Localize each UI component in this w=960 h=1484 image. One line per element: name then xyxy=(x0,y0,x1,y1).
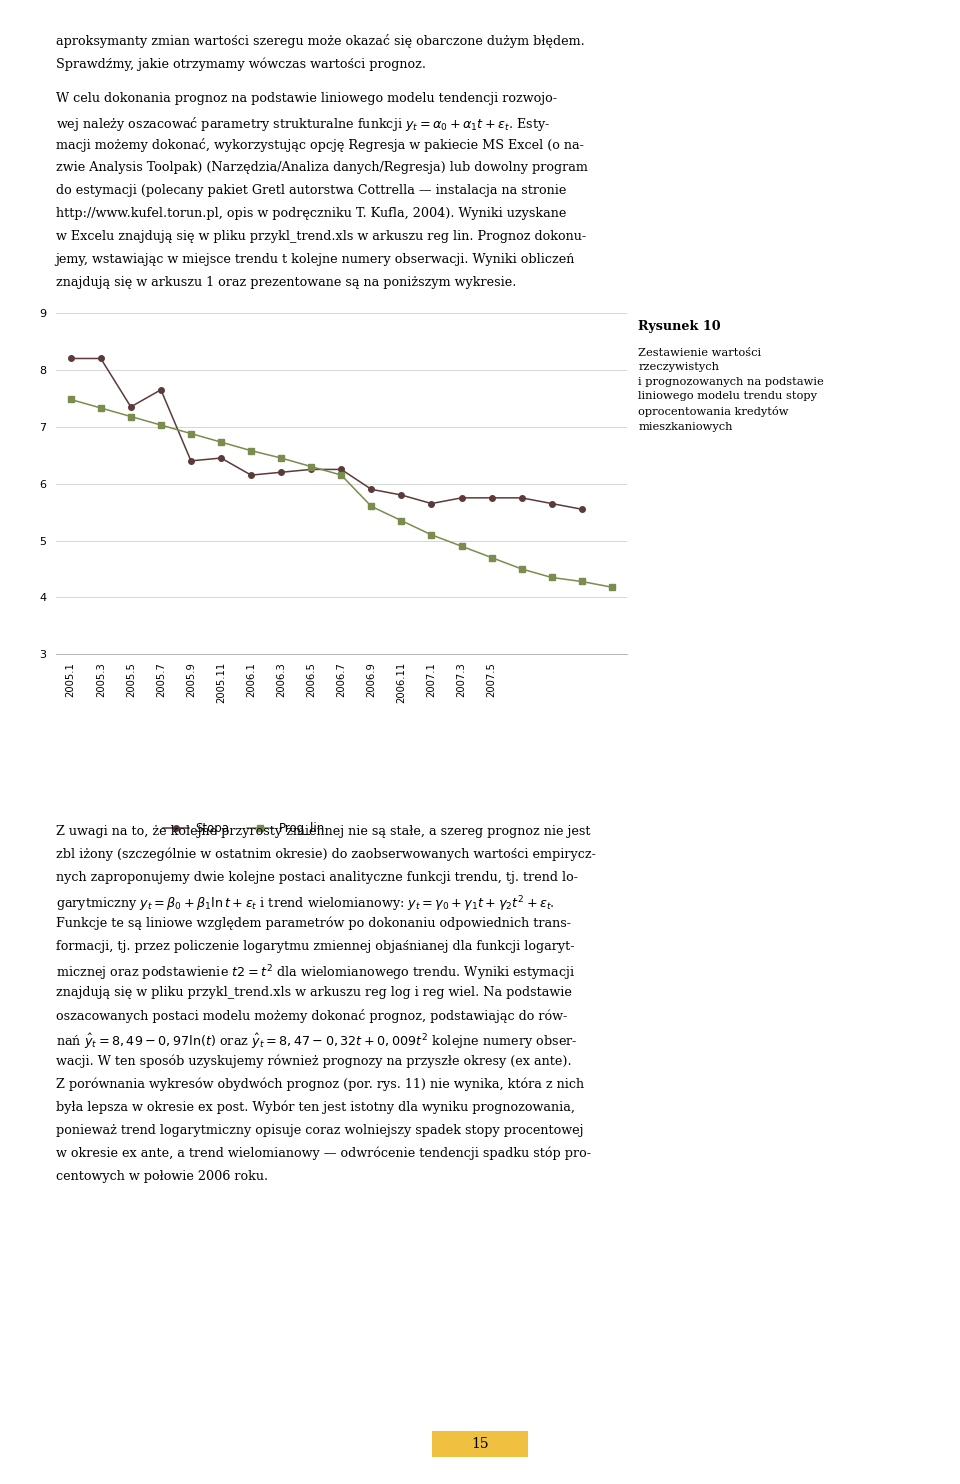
Prog_lin xyxy=(425,525,437,543)
Prog_lin xyxy=(336,466,348,484)
Prog_lin xyxy=(156,416,167,433)
Text: Funkcje te są liniowe względem parametrów po dokonaniu odpowiednich trans-: Funkcje te są liniowe względem parametró… xyxy=(56,917,570,930)
Text: wacji. W ten sposób uzyskujemy również prognozy na przyszłe okresy (ex ante).: wacji. W ten sposób uzyskujemy również p… xyxy=(56,1055,571,1068)
Stopa xyxy=(366,481,377,499)
Text: Rysunek 10: Rysunek 10 xyxy=(638,321,721,334)
Stopa xyxy=(276,463,287,481)
Prog_lin xyxy=(65,390,77,408)
Text: zwie Analysis Toolpak) (Narzędzia/Analiza danych/Regresja) lub dowolny program: zwie Analysis Toolpak) (Narzędzia/Analiz… xyxy=(56,160,588,174)
Text: nań $\hat{y}_t = 8,49 - 0,97\ln(t)$ oraz $\hat{y}_t = 8,47 - 0,32t + 0,009t^2$ k: nań $\hat{y}_t = 8,49 - 0,97\ln(t)$ oraz… xyxy=(56,1031,577,1051)
Stopa xyxy=(456,488,468,506)
Text: do estymacji (polecany pakiet Gretl autorstwa Cottrella — instalacja na stronie: do estymacji (polecany pakiet Gretl auto… xyxy=(56,184,566,197)
Text: w Excelu znajdują się w pliku przykl_trend.xls w arkuszu reg lin. Prognoz dokonu: w Excelu znajdują się w pliku przykl_tre… xyxy=(56,230,586,243)
Text: aproksymanty zmian wartości szeregu może okazać się obarczone dużym błędem.: aproksymanty zmian wartości szeregu może… xyxy=(56,34,585,47)
Prog_lin xyxy=(215,433,227,451)
Stopa xyxy=(215,450,227,467)
Text: Zestawienie wartości
rzeczywistych
i prognozowanych na podstawie
liniowego model: Zestawienie wartości rzeczywistych i pro… xyxy=(638,347,824,432)
Text: http://www.kufel.torun.pl, opis w podręczniku T. Kufla, 2004). Wyniki uzyskane: http://www.kufel.torun.pl, opis w podręc… xyxy=(56,206,566,220)
Stopa xyxy=(125,398,136,416)
Prog_lin xyxy=(516,559,527,577)
Prog_lin xyxy=(95,399,107,417)
Prog_lin xyxy=(366,497,377,515)
Stopa xyxy=(486,488,497,506)
Prog_lin xyxy=(606,579,617,597)
Text: nych zaproponujemy dwie kolejne postaci analityczne funkcji trendu, tj. trend lo: nych zaproponujemy dwie kolejne postaci … xyxy=(56,871,578,884)
Legend: Stopa, Prog_lin: Stopa, Prog_lin xyxy=(158,818,329,840)
Line: Prog_lin: Prog_lin xyxy=(68,396,614,591)
Stopa xyxy=(246,466,257,484)
Text: była lepsza w okresie ex post. Wybór ten jest istotny dla wyniku prognozowania,: była lepsza w okresie ex post. Wybór ten… xyxy=(56,1101,575,1114)
Text: zbl iżony (szczególnie w ostatnim okresie) do zaobserwowanych wartości empirycz-: zbl iżony (szczególnie w ostatnim okresi… xyxy=(56,847,595,861)
Prog_lin xyxy=(456,537,468,555)
Stopa xyxy=(185,453,197,470)
Text: wej należy oszacować parametry strukturalne funkcji $y_t = \alpha_0 + \alpha_1 t: wej należy oszacować parametry struktura… xyxy=(56,114,550,132)
Text: w okresie ex ante, a trend wielomianowy — odwrócenie tendencji spadku stóp pro-: w okresie ex ante, a trend wielomianowy … xyxy=(56,1147,590,1160)
Text: jemy, wstawiając w miejsce trendu t kolejne numery obserwacji. Wyniki obliczeń: jemy, wstawiając w miejsce trendu t kole… xyxy=(56,252,575,266)
Text: Z uwagi na to, że kolejne przyrosty zmiennej nie są stałe, a szereg prognoz nie : Z uwagi na to, że kolejne przyrosty zmie… xyxy=(56,825,590,838)
Prog_lin xyxy=(546,568,558,586)
Text: 15: 15 xyxy=(471,1437,489,1451)
Text: ponieważ trend logarytmiczny opisuje coraz wolniejszy spadek stopy procentowej: ponieważ trend logarytmiczny opisuje cor… xyxy=(56,1123,583,1137)
Stopa xyxy=(546,494,558,512)
Text: W celu dokonania prognoz na podstawie liniowego modelu tendencji rozwojo-: W celu dokonania prognoz na podstawie li… xyxy=(56,92,557,105)
Text: Z porównania wykresów obydwóch prognoz (por. rys. 11) nie wynika, która z nich: Z porównania wykresów obydwóch prognoz (… xyxy=(56,1077,584,1091)
Prog_lin xyxy=(276,450,287,467)
Text: oszacowanych postaci modelu możemy dokonać prognoz, podstawiając do rów-: oszacowanych postaci modelu możemy dokon… xyxy=(56,1009,567,1022)
Stopa xyxy=(516,488,527,506)
Line: Stopa: Stopa xyxy=(68,356,585,512)
Text: macji możemy dokonać, wykorzystując opcję Regresja w pakiecie MS Excel (o na-: macji możemy dokonać, wykorzystując opcj… xyxy=(56,138,584,151)
Stopa xyxy=(65,350,77,368)
Text: centowych w połowie 2006 roku.: centowych w połowie 2006 roku. xyxy=(56,1169,268,1183)
Text: garytmiczny $y_t = \beta_0 + \beta_1 \ln t + \varepsilon_t$ i trend wielomianowy: garytmiczny $y_t = \beta_0 + \beta_1 \ln… xyxy=(56,893,555,914)
Text: znajdują się w arkuszu 1 oraz prezentowane są na poniższym wykresie.: znajdują się w arkuszu 1 oraz prezentowa… xyxy=(56,276,516,289)
Stopa xyxy=(576,500,588,518)
Prog_lin xyxy=(486,549,497,567)
Text: formacji, tj. przez policzenie logarytmu zmiennej objaśnianej dla funkcji logary: formacji, tj. przez policzenie logarytmu… xyxy=(56,939,574,953)
Stopa xyxy=(396,487,407,505)
Text: Sprawdźmy, jakie otrzymamy wówczas wartości prognoz.: Sprawdźmy, jakie otrzymamy wówczas warto… xyxy=(56,56,425,71)
Stopa xyxy=(95,350,107,368)
Stopa xyxy=(425,494,437,512)
Stopa xyxy=(156,381,167,399)
Text: znajdują się w pliku przykl_trend.xls w arkuszu reg log i reg wiel. Na podstawie: znajdują się w pliku przykl_trend.xls w … xyxy=(56,985,571,999)
Prog_lin xyxy=(396,512,407,530)
Stopa xyxy=(336,460,348,478)
Prog_lin xyxy=(125,408,136,426)
Prog_lin xyxy=(185,424,197,442)
Prog_lin xyxy=(576,573,588,591)
Prog_lin xyxy=(305,457,317,475)
Stopa xyxy=(305,460,317,478)
Text: micznej oraz podstawienie $t2 = t^2$ dla wielomianowego trendu. Wyniki estymacji: micznej oraz podstawienie $t2 = t^2$ dla… xyxy=(56,963,575,982)
Prog_lin xyxy=(246,442,257,460)
